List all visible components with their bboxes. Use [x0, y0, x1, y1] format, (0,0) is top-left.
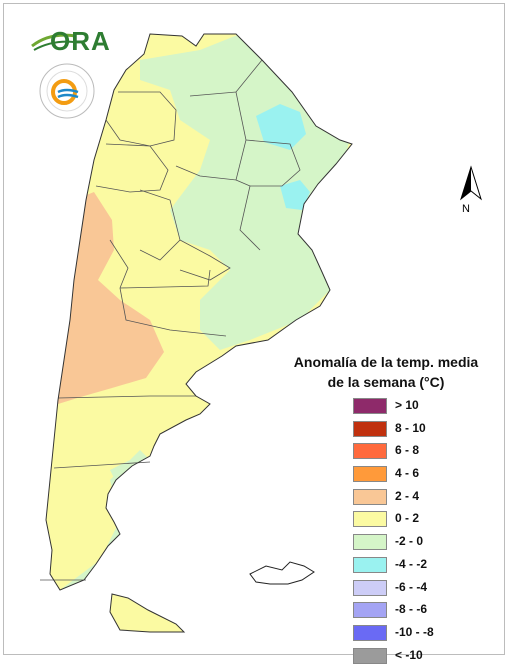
legend-title-line2: de la semana (°C) [327, 374, 445, 390]
legend-label: 8 - 10 [395, 420, 426, 435]
legend-label: > 10 [395, 398, 419, 412]
legend-label: -10 - -8 [395, 624, 434, 639]
ora-logo: ORA [30, 26, 110, 58]
legend-swatch [353, 511, 387, 528]
ora-logo-text: ORA [50, 26, 111, 56]
legend-swatch [353, 579, 387, 596]
legend-label: < -10 [395, 647, 423, 662]
legend-swatch [353, 602, 387, 619]
legend-swatch [353, 488, 387, 505]
malvinas-islands [249, 561, 315, 585]
tierra-del-fuego [109, 593, 186, 633]
legend-swatch [353, 534, 387, 551]
legend-swatch [353, 466, 387, 483]
province-borders [40, 59, 301, 581]
legend-label: -6 - -4 [395, 579, 428, 594]
legend-label: 4 - 6 [395, 466, 420, 481]
country-outline [45, 33, 353, 591]
legend-swatch [353, 647, 387, 664]
north-label: N [462, 203, 470, 215]
legend-title-line1: Anomalía de la temp. media [293, 354, 479, 370]
map-frame [3, 3, 505, 655]
legend-label: -2 - 0 [395, 534, 424, 549]
legend-title: Anomalía de la temp. media de la semana … [280, 352, 492, 392]
legend-swatch [353, 398, 387, 414]
legend-label: 6 - 8 [395, 443, 420, 458]
legend-label: 0 - 2 [395, 511, 420, 526]
north-arrow-icon [456, 165, 486, 220]
legend-label: -8 - -6 [395, 602, 428, 617]
legend-label: 2 - 4 [395, 488, 420, 503]
legend-swatch [353, 420, 387, 437]
legend-swatch [353, 624, 387, 641]
smn-seal-logo [38, 62, 96, 120]
legend-swatch [353, 443, 387, 460]
legend-swatch [353, 556, 387, 573]
legend-label: -4 - -2 [395, 556, 428, 571]
